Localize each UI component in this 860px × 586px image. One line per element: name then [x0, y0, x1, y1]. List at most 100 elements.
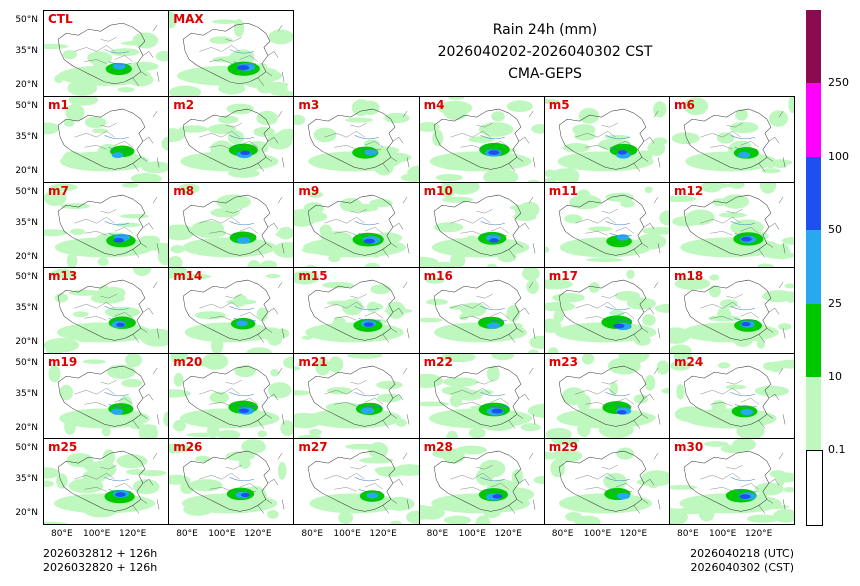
rain-area-light: [276, 328, 290, 339]
map-panel-m27: m27: [293, 438, 420, 525]
rain-area-torrential: [741, 236, 752, 242]
rain-area-light: [101, 426, 111, 436]
rain-area-light: [544, 452, 564, 460]
precip-map: [670, 439, 795, 524]
precip-map: [670, 182, 795, 268]
coastline: [257, 367, 285, 429]
country-border: [558, 194, 647, 256]
country-border: [183, 22, 271, 85]
panel-label: m25: [48, 440, 78, 454]
rain-area-light: [169, 11, 177, 29]
rain-area-light: [754, 482, 784, 496]
rain-area-light: [641, 226, 669, 235]
rain-area-heavy: [237, 236, 251, 244]
precip-map: [544, 439, 669, 524]
rain-area-light: [525, 279, 539, 295]
rain-area-light: [132, 479, 160, 495]
coastline: [383, 196, 410, 258]
coastline: [758, 281, 786, 343]
panel-label: m5: [548, 98, 570, 112]
rain-area-light: [132, 268, 152, 276]
province-border: [199, 379, 259, 406]
rain-area-light: [169, 255, 183, 268]
coastline: [758, 367, 786, 429]
river: [605, 476, 632, 493]
footer-init-cst: 2026032820 + 126h: [43, 561, 158, 574]
rain-area-light: [327, 386, 353, 394]
map-panel-m18: m18: [669, 267, 796, 354]
rain-area-light: [328, 355, 344, 373]
rain-area-light: [246, 347, 273, 353]
lat-tick-label: 20°N: [15, 508, 38, 518]
map-panel-ctl: CTL: [43, 10, 170, 97]
rain-area-light: [725, 384, 747, 390]
rain-area-light: [256, 307, 269, 322]
lon-tick-label: 100°E: [458, 529, 486, 539]
rain-area-light: [674, 277, 711, 290]
rain-area-light: [578, 107, 599, 124]
river: [104, 49, 131, 65]
rain-area-light: [708, 315, 741, 322]
rain-area-light: [447, 97, 464, 100]
rain-area-light: [544, 301, 576, 312]
coastline: [257, 25, 285, 86]
rain-area-light: [673, 353, 693, 361]
rain-area-heavy: [366, 492, 379, 499]
rain-area-light: [315, 357, 331, 376]
panel-label: m13: [48, 269, 78, 283]
rain-area-light: [377, 393, 402, 402]
lon-tick-label: 80°E: [551, 529, 574, 539]
rain-area-light: [747, 514, 779, 523]
province-border: [449, 293, 509, 321]
rain-area-light: [544, 99, 560, 105]
rain-area-light: [44, 228, 68, 236]
country-border: [558, 108, 647, 170]
river: [605, 134, 632, 151]
rain-area-light: [607, 356, 641, 375]
rain-area-light: [175, 273, 212, 280]
province-border: [324, 379, 384, 406]
coastline: [508, 367, 535, 429]
map-panel-m7: m7: [43, 181, 170, 268]
rain-area-light: [68, 289, 101, 296]
rain-area-light: [376, 380, 404, 389]
rain-area-light: [44, 480, 54, 487]
rain-area-light: [195, 311, 227, 320]
precip-map: [169, 103, 294, 178]
rain-area-light: [490, 353, 514, 360]
province-border: [700, 293, 759, 321]
figure-period: 2026040202-2026040302 CST: [437, 44, 653, 60]
river: [480, 476, 507, 493]
lat-tick-label: 20°N: [15, 422, 38, 433]
rain-area-light: [506, 100, 533, 113]
footer-init-utc: 2026032812 + 126h: [43, 547, 158, 560]
rain-area-light: [445, 430, 459, 439]
rain-area-light: [784, 283, 795, 289]
rain-area-light: [218, 115, 239, 124]
precip-map: [294, 99, 419, 182]
precip-map: [169, 353, 294, 439]
rain-area-light: [709, 285, 721, 298]
rain-area-light: [608, 310, 625, 316]
rain-area-torrential: [241, 492, 250, 498]
lat-tick-label: 35°N: [15, 474, 38, 484]
province-border: [449, 464, 509, 492]
rain-area-light: [735, 109, 748, 121]
map-panel-m21: m21: [293, 352, 420, 439]
river: [480, 305, 507, 322]
rain-area-light: [82, 469, 107, 483]
rain-area-torrential: [487, 150, 499, 155]
rain-area-light: [761, 168, 781, 174]
province-border: [575, 293, 634, 321]
rain-area-light: [587, 225, 612, 231]
coastline: [633, 110, 661, 172]
map-panel-m28: m28: [418, 438, 545, 525]
rain-area-light: [169, 443, 192, 454]
rain-area-light: [505, 305, 520, 322]
province-border: [199, 37, 259, 64]
province-border: [700, 379, 759, 406]
rain-area-light: [169, 128, 186, 143]
rain-area-light: [429, 151, 531, 172]
colorbar-segment: [806, 156, 821, 231]
